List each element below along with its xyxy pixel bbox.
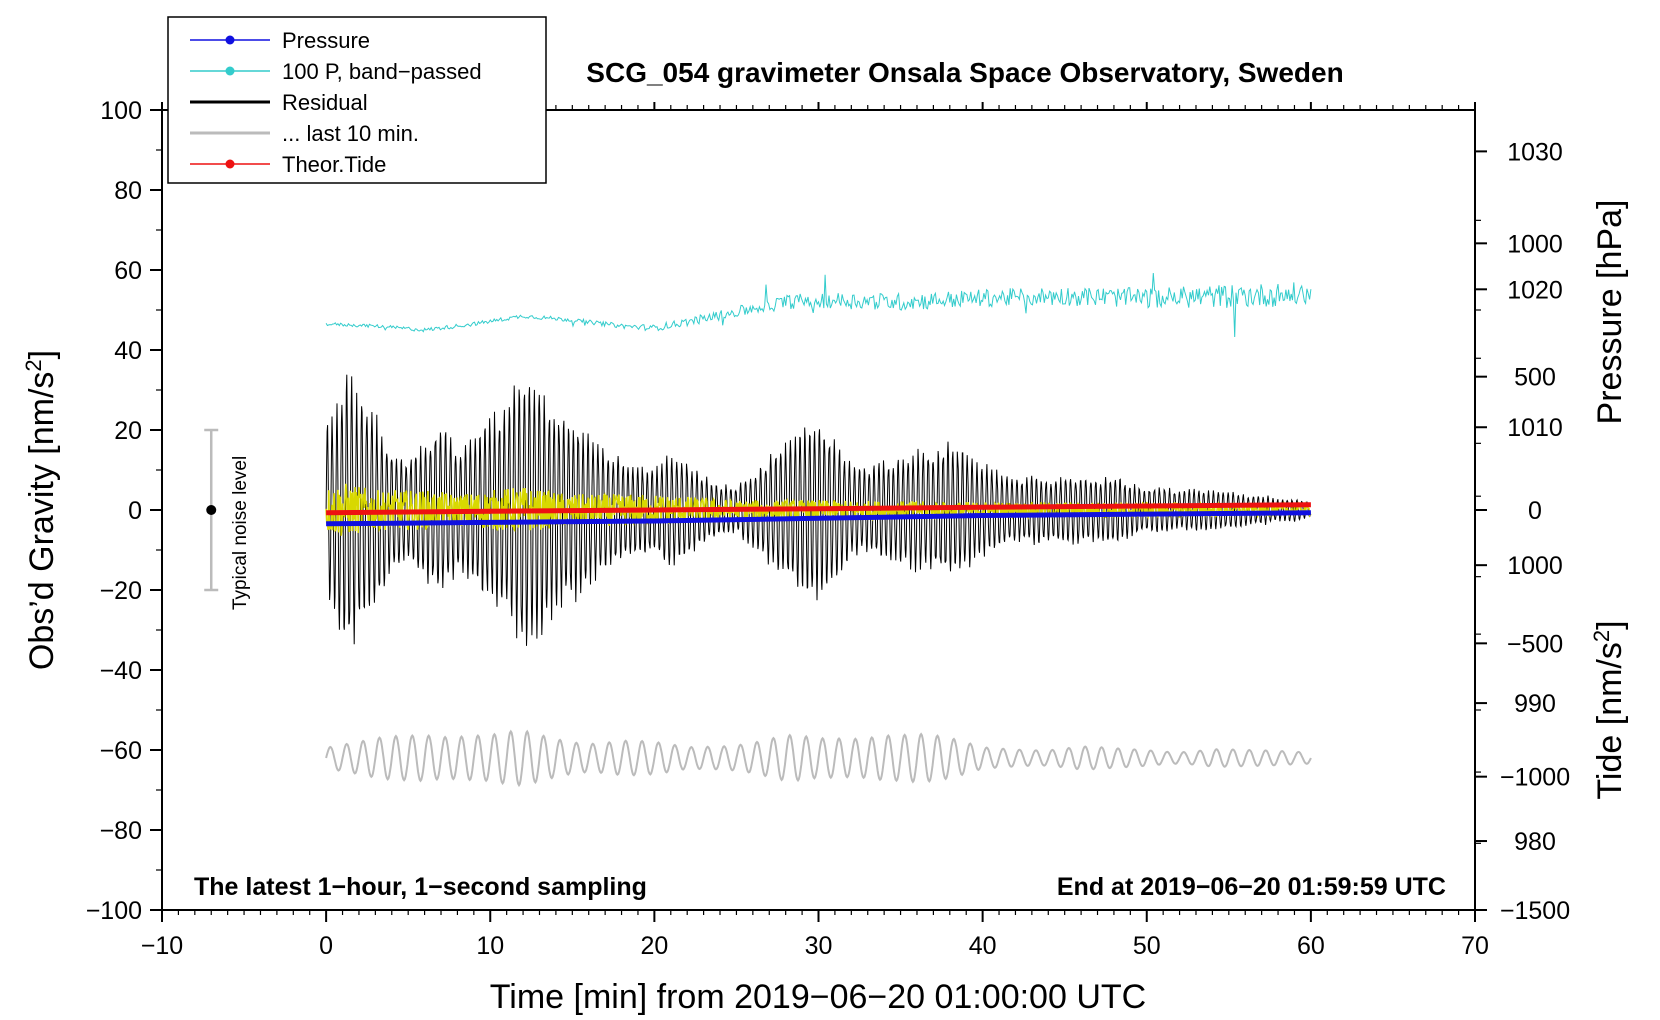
legend-item: Residual bbox=[190, 90, 368, 115]
pressure-tick-label: 990 bbox=[1514, 690, 1556, 718]
left-tick-label: 40 bbox=[114, 337, 142, 365]
left-tick-label: 80 bbox=[114, 177, 142, 205]
pressure-tick-label: 1010 bbox=[1507, 414, 1563, 442]
x-tick-label: 30 bbox=[805, 932, 833, 960]
pressure-tick-label: 1030 bbox=[1507, 138, 1563, 166]
noise-bar-center-dot bbox=[206, 505, 217, 515]
x-tick-label: 20 bbox=[640, 932, 668, 960]
left-tick-label: −40 bbox=[100, 657, 142, 685]
left-axis-ticks: −100 −80 −60 −40 −20 0 20 40 60 80 100 bbox=[86, 97, 162, 925]
left-tick-label: 20 bbox=[114, 417, 142, 445]
pressure-tick-label: 980 bbox=[1514, 828, 1556, 856]
tide-tick-label: 0 bbox=[1528, 497, 1542, 525]
legend-label: Theor.Tide bbox=[282, 152, 386, 177]
tide-tick-label: −1000 bbox=[1500, 764, 1570, 792]
left-axis-label: Obs’d Gravity [nm/s2] bbox=[21, 350, 61, 670]
left-tick-label: 60 bbox=[114, 257, 142, 285]
x-tick-label: 10 bbox=[476, 932, 504, 960]
legend-item: ... last 10 min. bbox=[190, 121, 419, 146]
legend-items: Pressure 100 P, band−passed Residual ... la… bbox=[190, 28, 482, 177]
x-axis-label: Time [min] from 2019−06−20 01:00:00 UTC bbox=[490, 978, 1146, 1016]
left-tick-label: −60 bbox=[100, 737, 142, 765]
left-tick-label: 100 bbox=[100, 97, 142, 125]
tide-tick-label: −500 bbox=[1507, 630, 1563, 658]
x-tick-label: 70 bbox=[1461, 932, 1489, 960]
pressure-line bbox=[326, 510, 1311, 527]
annotation-end-time: End at 2019−06−20 01:59:59 UTC bbox=[1057, 873, 1446, 901]
legend-marker bbox=[225, 35, 235, 45]
band-passed-line bbox=[325, 272, 1312, 338]
x-tick-label: −10 bbox=[141, 932, 183, 960]
x-tick-label: 0 bbox=[319, 932, 333, 960]
tide-axis-label-main: Tide [nm/s bbox=[1591, 642, 1629, 799]
legend-item: Pressure bbox=[190, 28, 370, 53]
last10-line bbox=[325, 729, 1312, 788]
annotation-sampling: The latest 1−hour, 1−second sampling bbox=[194, 873, 647, 901]
left-axis-label-main: Obs’d Gravity [nm/s bbox=[23, 372, 61, 671]
tide-axis-label: Tide [nm/s2] bbox=[1589, 620, 1629, 799]
left-axis-label-end: ] bbox=[23, 350, 61, 359]
noise-bar-label: Typical noise level bbox=[230, 456, 251, 610]
legend: Pressure 100 P, band−passed Residual ... la… bbox=[167, 16, 547, 184]
x-tick-label: 50 bbox=[1133, 932, 1161, 960]
series-layer bbox=[325, 272, 1312, 788]
tide-axis-label-end: ] bbox=[1591, 620, 1629, 629]
tide-line bbox=[326, 502, 1311, 516]
left-tick-label: −100 bbox=[86, 897, 142, 925]
legend-box bbox=[167, 16, 547, 184]
tide-tick-label: −1500 bbox=[1500, 897, 1570, 925]
left-tick-label: 0 bbox=[128, 497, 142, 525]
legend-item: Theor.Tide bbox=[190, 152, 386, 177]
pressure-tick-label: 1000 bbox=[1507, 552, 1563, 580]
noise-bar bbox=[204, 428, 219, 592]
chart-title: SCG_054 gravimeter Onsala Space Observat… bbox=[586, 57, 1343, 88]
x-tick-label: 60 bbox=[1297, 932, 1325, 960]
legend-label: Residual bbox=[282, 90, 368, 115]
tide-axis-ticks: −1500 −1000 −500 0 500 1000 bbox=[1475, 230, 1570, 925]
legend-label: ... last 10 min. bbox=[282, 121, 419, 146]
legend-item: 100 P, band−passed bbox=[190, 59, 482, 84]
left-tick-label: −80 bbox=[100, 817, 142, 845]
left-axis-label-sup: 2 bbox=[21, 359, 46, 371]
legend-marker bbox=[225, 159, 235, 169]
legend-label: 100 P, band−passed bbox=[282, 59, 482, 84]
tide-tick-label: 500 bbox=[1514, 364, 1556, 392]
pressure-axis-label: Pressure [hPa] bbox=[1591, 200, 1629, 425]
legend-marker bbox=[225, 66, 235, 76]
pressure-tick-label: 1020 bbox=[1507, 276, 1563, 304]
x-axis-ticks: −10 0 10 20 30 40 50 60 70 bbox=[141, 102, 1489, 960]
tide-tick-label: 1000 bbox=[1507, 230, 1563, 258]
pressure-axis-ticks: 980 990 1000 1010 1020 1030 bbox=[1475, 138, 1563, 911]
legend-label: Pressure bbox=[282, 28, 370, 53]
x-tick-label: 40 bbox=[969, 932, 997, 960]
tide-axis-label-sup: 2 bbox=[1589, 630, 1614, 642]
left-tick-label: −20 bbox=[100, 577, 142, 605]
